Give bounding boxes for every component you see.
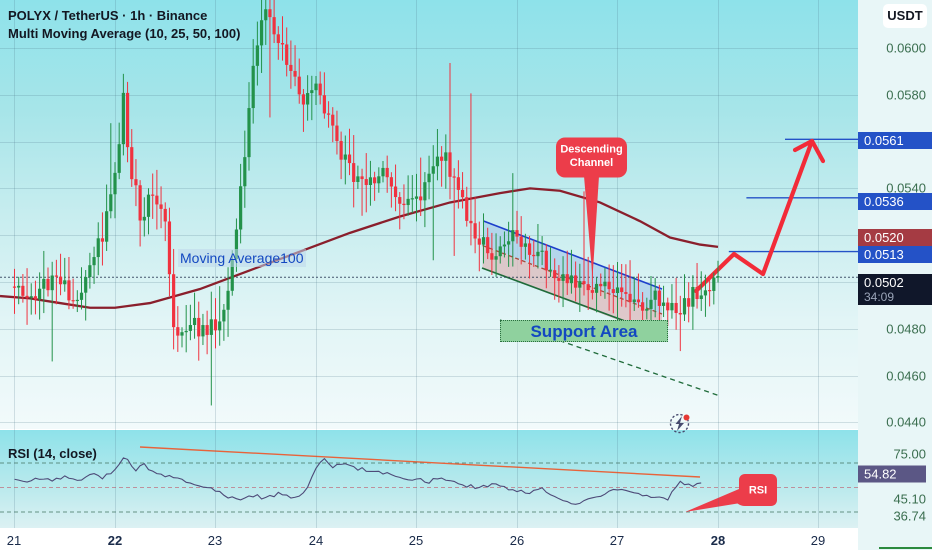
svg-text:RSI: RSI [749,485,767,497]
